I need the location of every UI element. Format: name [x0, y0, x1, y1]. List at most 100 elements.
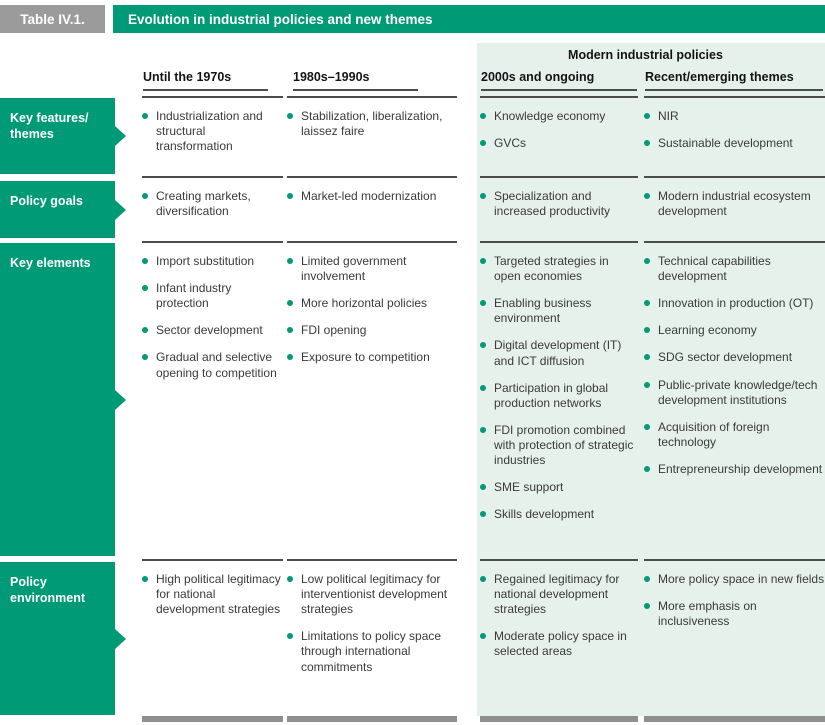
cell-policy-environment-2000s-ongoing: Regained legitimacy for national develop…: [480, 559, 638, 716]
row-label-key-elements: Key elements: [0, 243, 126, 556]
bullet-dot-icon: [480, 426, 486, 433]
bullet-item: Regained legitimacy for national develop…: [480, 572, 638, 617]
bullet-text: Industrialization and structural transfo…: [156, 109, 263, 154]
cell-key-elements-1980s-1990s: Limited government involvement More horiz…: [287, 241, 457, 559]
bullet-text: Public-private knowledge/tech developmen…: [658, 377, 818, 407]
bullet-dot-icon: [480, 342, 486, 349]
cell-policy-goals-recent-emerging-themes: Modern industrial ecosystem development: [644, 176, 825, 241]
group-header-modern-industrial-policies: Modern industrial policies: [568, 48, 723, 62]
bullet-text: Modern industrial ecosystem development: [658, 189, 811, 219]
bullet-text: Creating markets, diversification: [156, 189, 251, 219]
bullet-item: Limitations to policy space through inte…: [287, 629, 457, 674]
row-label-key-features-themes: Key features/ themes: [0, 98, 126, 174]
bullet-text: Low political legitimacy for interventio…: [301, 572, 448, 617]
cell-key-elements-until-1970s: Import substitution Infant industry prote…: [142, 241, 283, 559]
bullet-item: More horizontal policies: [287, 296, 457, 311]
bullet-text: Participation in global production netwo…: [494, 380, 609, 410]
bullet-item: Knowledge economy: [480, 109, 638, 124]
bullet-item: Industrialization and structural transfo…: [142, 109, 283, 154]
bullet-item: More emphasis on inclusiveness: [644, 599, 825, 629]
bullet-dot-icon: [142, 285, 148, 292]
bullet-text: Limitations to policy space through inte…: [301, 629, 442, 674]
bullet-item: Creating markets, diversification: [142, 189, 283, 219]
bullet-dot-icon: [287, 258, 293, 264]
bullet-item: Skills development: [480, 507, 638, 522]
column-header-until-1970s: Until the 1970s: [143, 70, 268, 91]
bullet-item: NIR: [644, 109, 825, 124]
bullet-text: Market-led modernization: [301, 189, 437, 203]
bullet-item: Entrepreneurship development: [644, 462, 825, 477]
bullet-text: Innovation in production (OT): [658, 296, 814, 311]
bullet-item: More policy space in new fields: [644, 572, 825, 587]
bullet-text: Sustainable development: [658, 136, 793, 151]
bullet-item: Public-private knowledge/tech developmen…: [644, 378, 825, 408]
bullet-dot-icon: [644, 300, 650, 307]
bullet-text: Targeted strategies in open economies: [494, 254, 609, 284]
bullet-dot-icon: [644, 354, 650, 361]
bullet-dot-icon: [287, 576, 293, 582]
row-label-policy-environment: Policy environment: [0, 562, 126, 715]
modern-policies-shaded-background: [477, 43, 825, 716]
bullet-text: Skills development: [494, 507, 595, 522]
bullet-text: NIR: [658, 109, 679, 123]
bullet-text: More horizontal policies: [301, 296, 428, 311]
bullet-dot-icon: [287, 354, 293, 361]
bullet-dot-icon: [142, 113, 148, 119]
row-label-text: Key elements: [10, 256, 91, 270]
cell-policy-goals-2000s-ongoing: Specialization and increased productivit…: [480, 176, 638, 241]
bullet-dot-icon: [480, 511, 486, 518]
cell-policy-goals-until-1970s: Creating markets, diversification: [142, 176, 283, 241]
bullet-dot-icon: [142, 354, 148, 361]
bullet-dot-icon: [480, 258, 486, 264]
bullet-dot-icon: [644, 423, 650, 430]
bullet-item: Sector development: [142, 323, 283, 338]
cell-policy-environment-1980s-1990s: Low political legitimacy for interventio…: [287, 559, 457, 716]
bullet-dot-icon: [644, 113, 650, 119]
bullet-item: FDI opening: [287, 323, 457, 338]
cell-key-features-themes-1980s-1990s: Stabilization, liberalization, laissez f…: [287, 96, 457, 176]
bullet-item: Targeted strategies in open economies: [480, 254, 638, 284]
cell-policy-environment-recent-emerging-themes: More policy space in new fields More emph…: [644, 559, 825, 716]
cell-key-features-themes-until-1970s: Industrialization and structural transfo…: [142, 96, 283, 176]
bullet-text: Sector development: [156, 323, 263, 338]
bullet-text: Learning economy: [658, 323, 757, 338]
bullet-item: High political legitimacy for national d…: [142, 572, 283, 617]
bullet-text: Regained legitimacy for national develop…: [494, 572, 620, 617]
row-label-text: Key features/ themes: [10, 111, 89, 142]
arrow-right-icon: [115, 389, 126, 410]
bullet-text: Import substitution: [156, 254, 255, 268]
bullet-dot-icon: [287, 193, 293, 199]
bullet-dot-icon: [644, 327, 650, 334]
bullet-dot-icon: [142, 327, 148, 334]
bullet-text: Limited government involvement: [301, 254, 407, 284]
bullet-text: Moderate policy space in selected areas: [494, 629, 627, 659]
bullet-dot-icon: [644, 140, 650, 147]
bullet-text: Entrepreneurship development: [658, 461, 823, 476]
bullet-text: Technical capabilities development: [658, 254, 771, 284]
row-label-text: Policy environment: [10, 575, 86, 606]
bullet-item: Gradual and selective opening to competi…: [142, 350, 283, 380]
bullet-text: SDG sector development: [658, 350, 793, 365]
cell-policy-goals-1980s-1990s: Market-led modernization: [287, 176, 457, 241]
bullet-item: Acquisition of foreign technology: [644, 420, 825, 450]
bullet-text: GVCs: [494, 136, 527, 151]
bullet-dot-icon: [142, 193, 148, 199]
bullet-item: Import substitution: [142, 254, 283, 269]
bullet-text: Gradual and selective opening to competi…: [156, 350, 277, 380]
bullet-text: SME support: [494, 480, 564, 495]
bullet-text: Exposure to competition: [301, 350, 430, 365]
bullet-item: Participation in global production netwo…: [480, 381, 638, 411]
bullet-item: Digital development (IT) and ICT diffusi…: [480, 338, 638, 368]
bullet-text: FDI promotion combined with protection o…: [494, 422, 634, 468]
cell-key-elements-2000s-ongoing: Targeted strategies in open economies Ena…: [480, 241, 638, 559]
row-label-text: Policy goals: [10, 194, 83, 208]
bottom-rule-segment: [480, 716, 638, 722]
bullet-item: Technical capabilities development: [644, 254, 825, 284]
bottom-rule-segment: [644, 716, 825, 722]
bullet-text: More policy space in new fields: [658, 572, 825, 586]
bullet-item: GVCs: [480, 136, 638, 151]
bullet-item: Innovation in production (OT): [644, 296, 825, 311]
bullet-item: Low political legitimacy for interventio…: [287, 572, 457, 617]
bullet-text: Acquisition of foreign technology: [658, 419, 770, 449]
